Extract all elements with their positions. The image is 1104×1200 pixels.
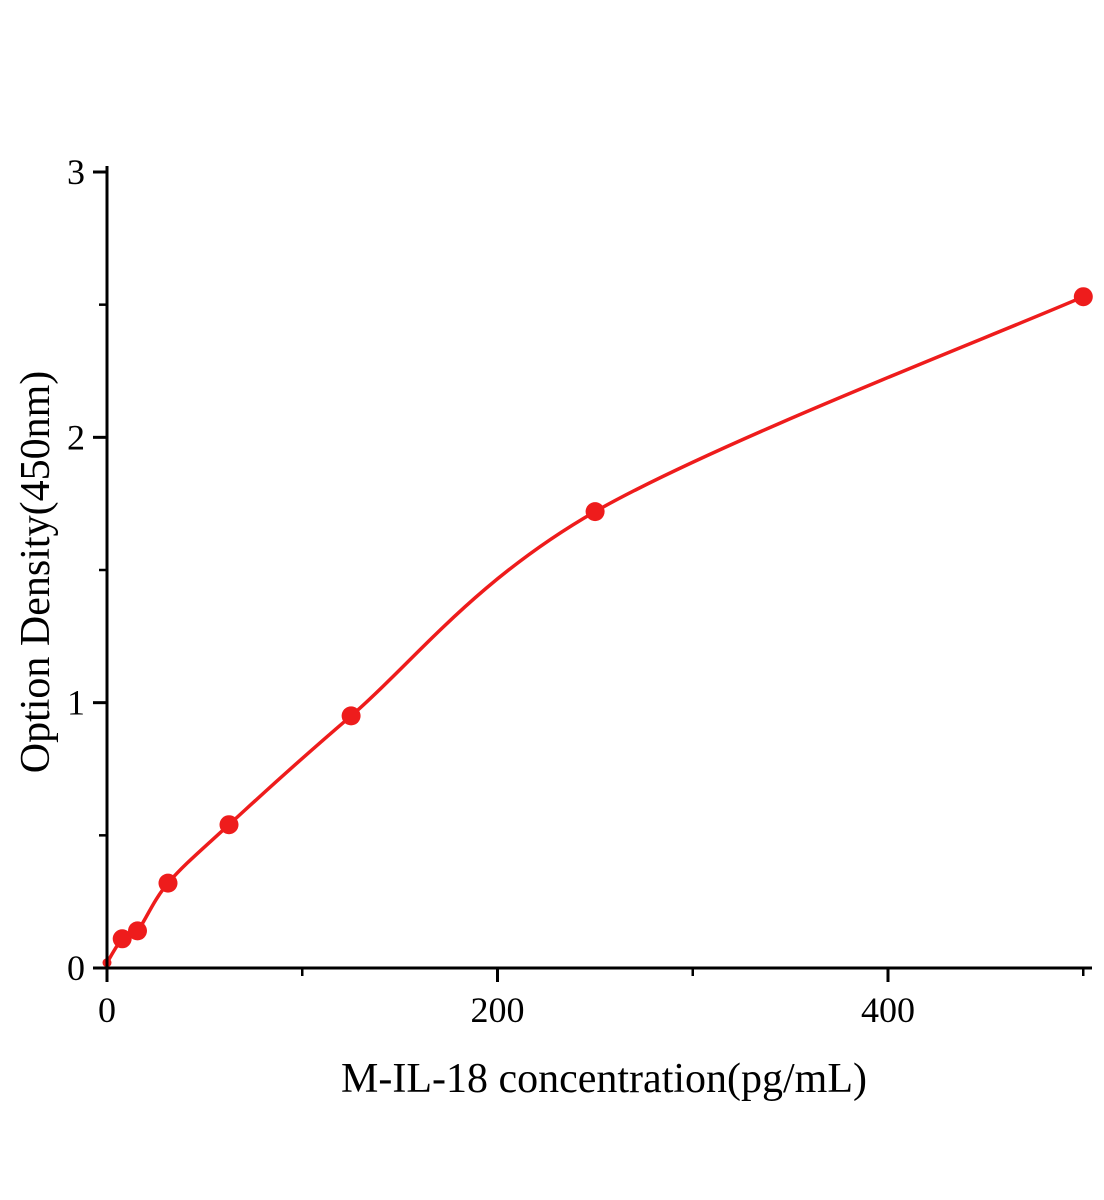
y-tick-label: 2	[67, 417, 85, 457]
x-axis-title: M-IL-18 concentration(pg/mL)	[341, 1056, 867, 1102]
y-tick-label: 1	[67, 683, 85, 723]
data-point	[128, 921, 147, 941]
data-point	[1073, 287, 1093, 307]
fit-curve	[105, 294, 1086, 965]
x-tick-label: 400	[861, 990, 915, 1030]
x-tick-label: 0	[98, 990, 116, 1030]
data-point	[112, 929, 132, 949]
data-point	[341, 706, 361, 726]
y-tick-label: 3	[67, 152, 85, 192]
data-point	[585, 502, 605, 522]
y-tick-label: 0	[67, 948, 85, 988]
data-point	[219, 815, 239, 835]
y-axis-title: Option Density(450nm)	[13, 370, 59, 774]
x-tick-label: 200	[471, 990, 525, 1030]
data-point	[158, 873, 178, 893]
